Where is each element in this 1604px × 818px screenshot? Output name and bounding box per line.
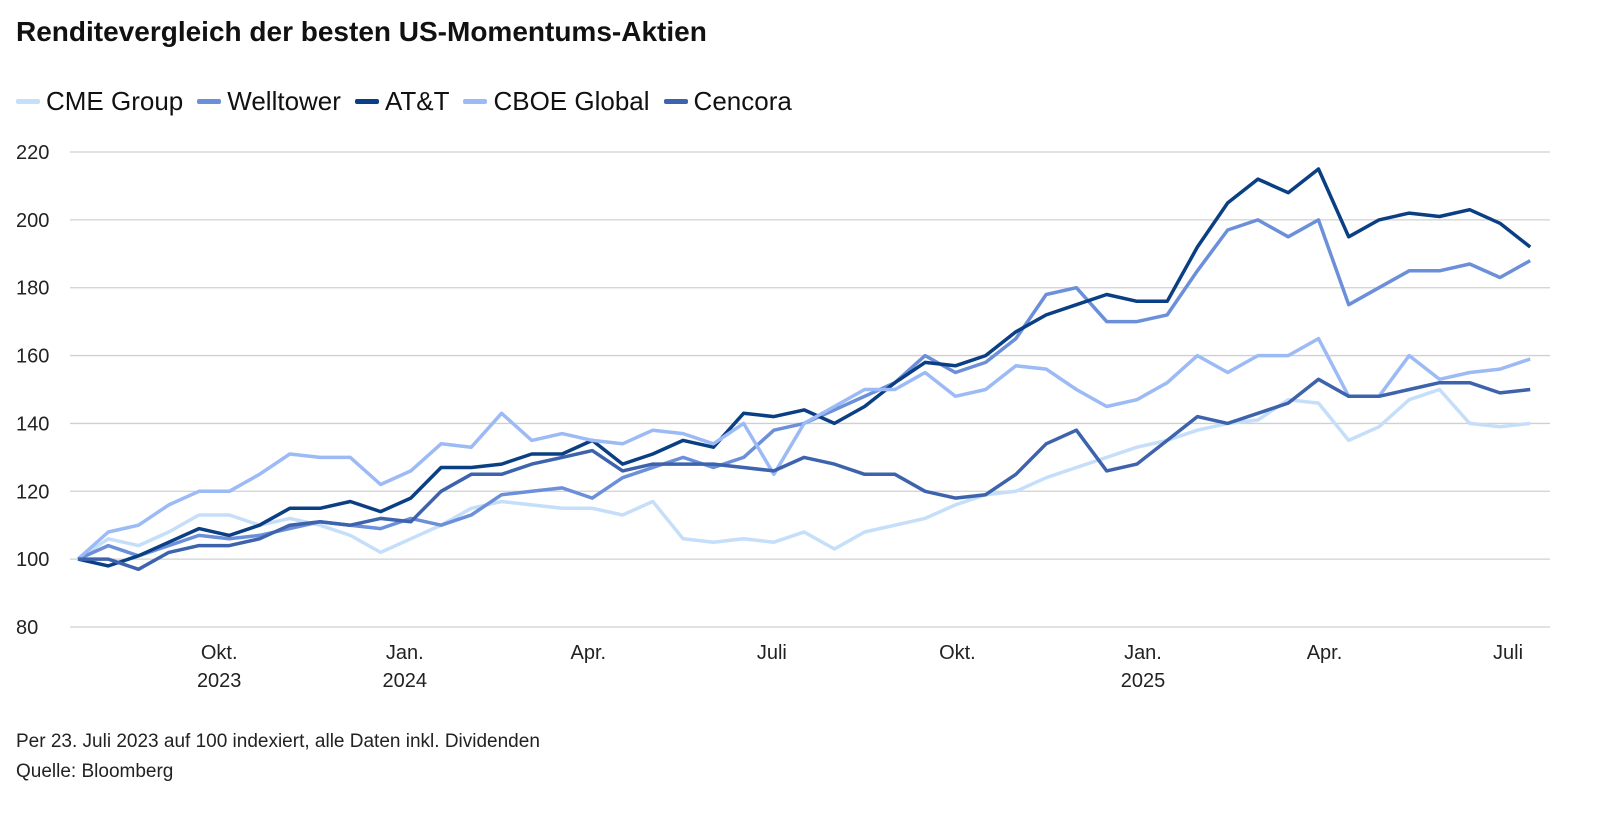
x-tick-label: Juli xyxy=(1493,642,1523,664)
legend-swatch xyxy=(197,99,222,104)
y-tick-label: 140 xyxy=(16,413,49,435)
y-tick-label: 160 xyxy=(16,346,49,368)
y-tick-label: 120 xyxy=(16,481,49,503)
legend-swatch xyxy=(463,99,488,104)
series-line-cboe-global xyxy=(76,336,1531,561)
chart-title: Renditevergleich der besten US-Momentums… xyxy=(16,16,707,47)
footnote: Per 23. Juli 2023 auf 100 indexiert, all… xyxy=(16,731,540,752)
legend-label: CME Group xyxy=(46,86,184,116)
x-tick-year-label: 2024 xyxy=(383,670,428,692)
x-tick-label: Apr. xyxy=(1307,642,1343,664)
legend-item: AT&T xyxy=(354,86,450,117)
y-tick-label: 220 xyxy=(16,142,49,164)
y-tick-label: 100 xyxy=(16,549,49,571)
series-line-at-t xyxy=(77,167,1532,568)
y-tick-label: 80 xyxy=(16,617,38,639)
x-tick-label: Okt. xyxy=(201,642,238,664)
legend-item: Welltower xyxy=(197,86,341,117)
x-tick-label: Apr. xyxy=(571,642,607,664)
x-tick-label: Jan. xyxy=(386,642,424,664)
y-tick-label: 200 xyxy=(16,210,49,232)
x-tick-year-label: 2025 xyxy=(1121,670,1166,692)
legend-item: CBOE Global xyxy=(463,86,650,117)
source-note: Quelle: Bloomberg xyxy=(16,761,174,782)
legend-label: Welltower xyxy=(227,86,341,116)
x-tick-label: Okt. xyxy=(939,642,976,664)
x-tick-label: Jan. xyxy=(1124,642,1162,664)
legend-label: AT&T xyxy=(384,86,450,116)
legend-swatch xyxy=(663,99,688,104)
legend-swatch xyxy=(354,99,379,104)
legend-label: Cencora xyxy=(693,86,792,116)
legend-item: Cencora xyxy=(663,86,792,117)
x-tick-year-label: 2023 xyxy=(197,670,242,692)
legend-label: CBOE Global xyxy=(493,86,650,116)
series-line-cme-group xyxy=(77,387,1531,561)
y-tick-label: 180 xyxy=(16,278,49,300)
x-tick-label: Juli xyxy=(757,642,787,664)
legend-item: CME Group xyxy=(16,86,183,117)
legend: CME Group Welltower AT&T CBOE Global Cencora xyxy=(16,86,792,117)
legend-swatch xyxy=(16,99,40,104)
series-line-cencora xyxy=(78,377,1531,572)
